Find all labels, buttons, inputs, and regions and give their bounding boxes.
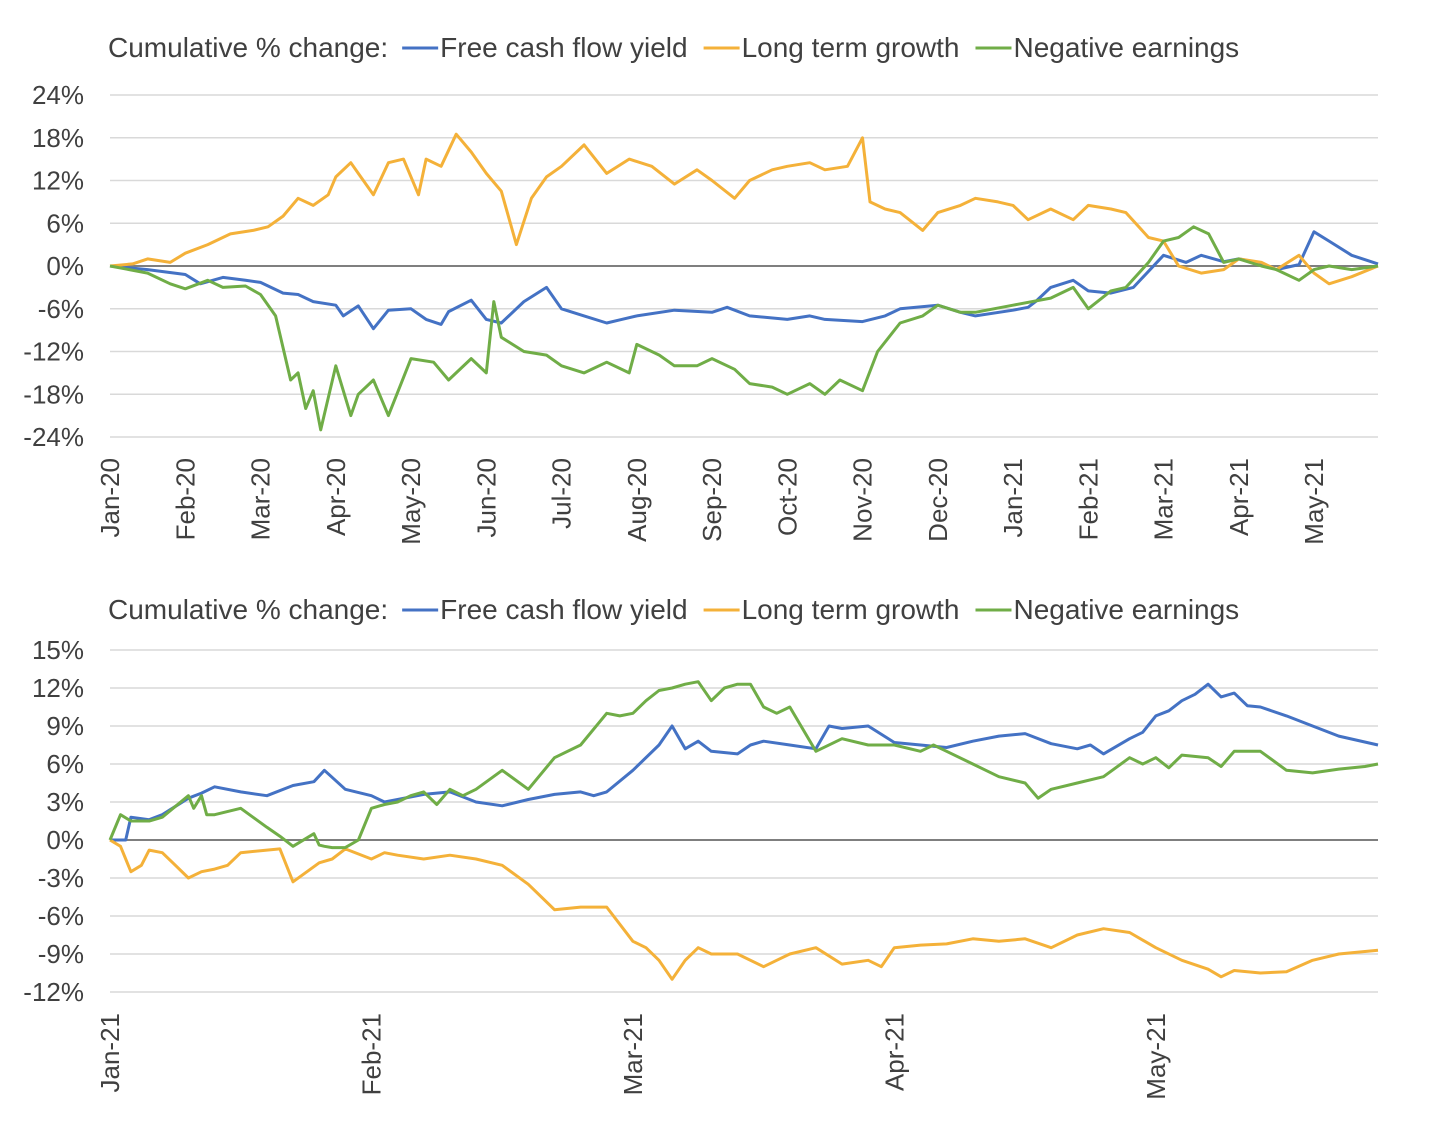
y-tick-label: 3% [46, 787, 84, 817]
y-tick-label: 9% [46, 711, 84, 741]
legend: Cumulative % change: Free cash flow yield… [108, 594, 1239, 625]
chart-top: Cumulative % change: Free cash flow yield… [23, 32, 1379, 545]
x-tick-label: Feb-21 [1073, 458, 1103, 540]
x-tick-label: Jan-20 [95, 458, 125, 538]
x-tick-label: Jan-21 [95, 1013, 125, 1093]
x-tick-label: Apr-20 [321, 458, 351, 536]
x-tick-label: Jun-20 [471, 458, 501, 538]
y-tick-label: 6% [46, 749, 84, 779]
x-tick-label: Mar-21 [618, 1013, 648, 1095]
series-line-negative-earnings [108, 680, 1379, 850]
legend-label-free-cash-flow-yield: Free cash flow yield [440, 32, 687, 63]
x-tick-label: Aug-20 [622, 458, 652, 542]
x-tick-label: Feb-21 [356, 1013, 386, 1095]
series-line-long-term-growth [109, 132, 1379, 286]
y-tick-label: 24% [32, 80, 84, 110]
y-tick-label: -6% [38, 901, 84, 931]
y-tick-label: 0% [46, 825, 84, 855]
x-tick-label: Jul-20 [547, 458, 577, 529]
y-tick-label: -12% [23, 337, 84, 367]
chart-bottom: Cumulative % change: Free cash flow yield… [23, 594, 1379, 1100]
legend-prefix: Cumulative % change: [108, 32, 388, 63]
x-tick-label: Apr-21 [879, 1013, 909, 1091]
x-tick-label: Feb-20 [170, 458, 200, 540]
x-tick-label: Jan-21 [998, 458, 1028, 538]
x-tick-label: Dec-20 [923, 458, 953, 542]
y-tick-label: 12% [32, 673, 84, 703]
y-tick-label: -12% [23, 977, 84, 1007]
legend: Cumulative % change: Free cash flow yield… [108, 32, 1239, 63]
y-tick-label: 6% [46, 208, 84, 238]
legend-label-long-term-growth: Long term growth [742, 594, 960, 625]
x-tick-label: Mar-21 [1149, 458, 1179, 540]
series-line-free-cash-flow-yield [109, 230, 1379, 331]
x-tick-label: Oct-20 [772, 458, 802, 536]
series-line-negative-earnings [109, 225, 1379, 432]
x-tick-label: Nov-20 [848, 458, 878, 542]
x-tick-label: Sep-20 [697, 458, 727, 542]
series-line-free-cash-flow-yield [110, 682, 1379, 842]
legend-label-negative-earnings: Negative earnings [1013, 32, 1239, 63]
y-tick-label: 15% [32, 635, 84, 665]
legend-label-long-term-growth: Long term growth [742, 32, 960, 63]
x-tick-label: May-21 [1141, 1013, 1171, 1100]
y-tick-label: -3% [38, 863, 84, 893]
y-tick-label: 12% [32, 166, 84, 196]
x-tick-label: May-21 [1299, 458, 1329, 545]
legend-label-free-cash-flow-yield: Free cash flow yield [440, 594, 687, 625]
x-tick-label: Mar-20 [246, 458, 276, 540]
y-tick-label: -9% [38, 939, 84, 969]
series-line-long-term-growth [109, 838, 1379, 981]
y-tick-label: -24% [23, 422, 84, 452]
x-tick-label: May-20 [396, 458, 426, 545]
legend-prefix: Cumulative % change: [108, 594, 388, 625]
x-tick-label: Apr-21 [1224, 458, 1254, 536]
legend-label-negative-earnings: Negative earnings [1013, 594, 1239, 625]
y-tick-label: 0% [46, 251, 84, 281]
y-tick-label: -18% [23, 379, 84, 409]
y-tick-label: 18% [32, 123, 84, 153]
y-tick-label: -6% [38, 294, 84, 324]
